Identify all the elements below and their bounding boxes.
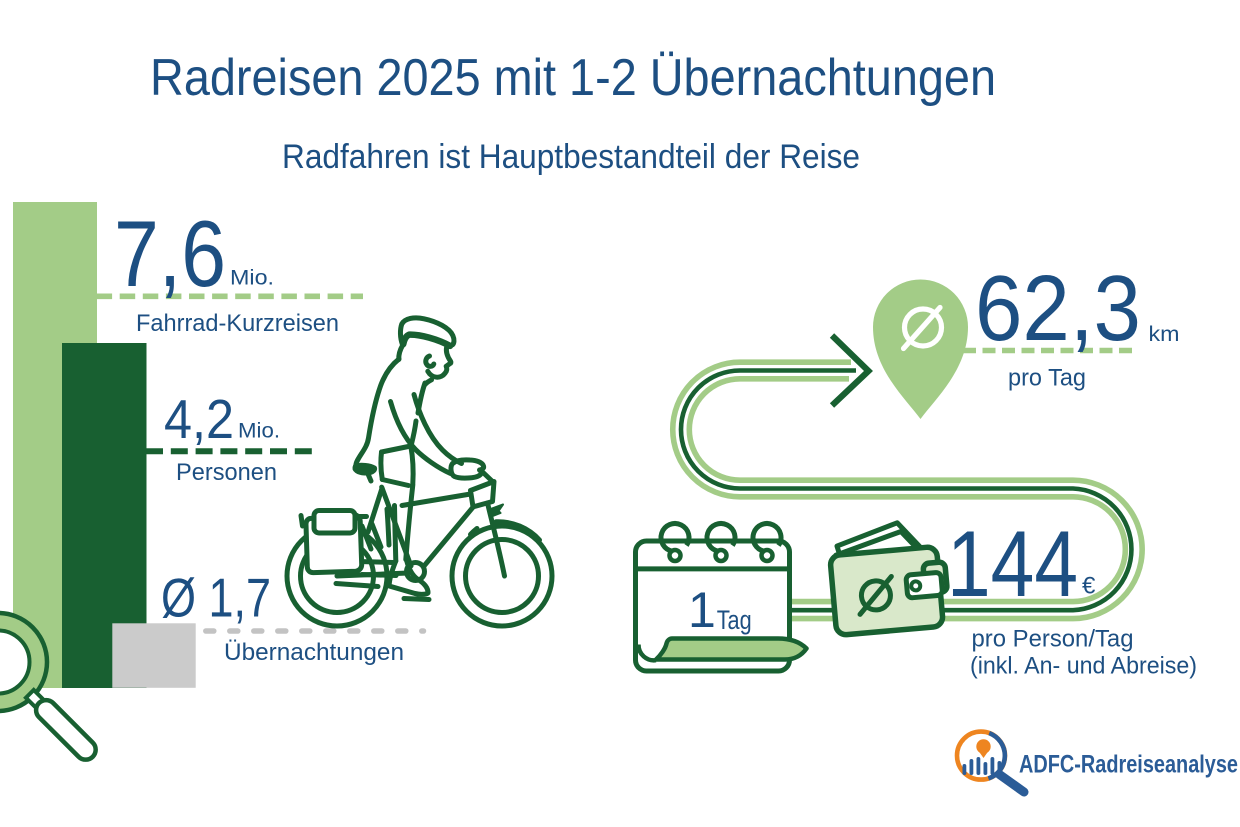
svg-text:Tag: Tag <box>717 605 752 635</box>
svg-text:Mio.: Mio. <box>238 419 280 443</box>
svg-text:Ø 1,7: Ø 1,7 <box>161 567 271 629</box>
svg-text:ADFC-Radreiseanalyse: ADFC-Radreiseanalyse <box>1019 751 1238 779</box>
svg-text:4,2: 4,2 <box>164 388 234 450</box>
svg-text:Fahrrad-Kurzreisen: Fahrrad-Kurzreisen <box>136 310 339 337</box>
svg-text:km: km <box>1149 322 1180 346</box>
svg-text:pro Tag: pro Tag <box>1008 365 1086 392</box>
svg-text:€: € <box>1082 573 1096 600</box>
svg-text:Mio.: Mio. <box>230 266 274 290</box>
svg-text:7,6: 7,6 <box>114 201 226 306</box>
svg-text:Radreisen 2025 mit 1-2 Übernac: Radreisen 2025 mit 1-2 Übernachtungen <box>150 49 996 107</box>
svg-text:144: 144 <box>947 511 1078 616</box>
svg-text:Personen: Personen <box>176 459 277 486</box>
svg-text:(inkl. An- und Abreise): (inkl. An- und Abreise) <box>970 653 1197 680</box>
svg-text:pro Person/Tag: pro Person/Tag <box>972 626 1134 653</box>
svg-text:62,3: 62,3 <box>975 256 1141 360</box>
svg-text:Übernachtungen: Übernachtungen <box>224 639 404 666</box>
svg-text:Radfahren ist Hauptbestandteil: Radfahren ist Hauptbestandteil der Reise <box>282 138 860 176</box>
svg-text:1: 1 <box>688 582 716 638</box>
